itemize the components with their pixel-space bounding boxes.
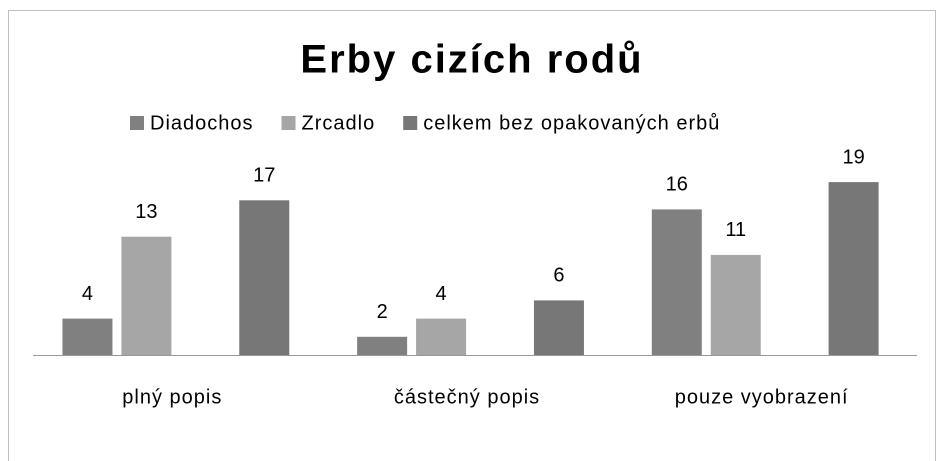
data-label: 11 — [725, 219, 746, 241]
chart-title: Erby cizích rodů — [300, 38, 643, 82]
legend-swatch — [281, 116, 296, 130]
data-label: 13 — [135, 201, 157, 223]
bar — [62, 318, 113, 355]
bar — [828, 182, 879, 355]
bar — [121, 236, 172, 355]
legend-label: celkem bez opakovaných erbů — [423, 112, 720, 134]
data-label: 4 — [436, 283, 447, 305]
data-label: 16 — [666, 174, 688, 196]
data-label: 6 — [553, 265, 564, 287]
x-tick-label: částečný popis — [394, 386, 540, 408]
chart-border — [8, 10, 936, 461]
legend-label: Zrcadlo — [302, 112, 376, 134]
data-label: 4 — [82, 283, 93, 305]
bar — [357, 336, 408, 355]
bar — [651, 209, 702, 355]
bar — [533, 300, 584, 355]
bar — [710, 254, 761, 355]
legend-swatch — [130, 116, 144, 130]
bar — [416, 318, 467, 355]
legend-label: Diadochos — [150, 112, 254, 134]
legend-swatch — [403, 116, 418, 130]
bar — [239, 200, 290, 355]
data-label: 17 — [253, 165, 275, 187]
x-tick-label: plný popis — [122, 386, 222, 408]
data-label: 19 — [842, 146, 864, 168]
x-tick-label: pouze vyobrazení — [675, 386, 849, 408]
data-label: 2 — [377, 301, 388, 323]
